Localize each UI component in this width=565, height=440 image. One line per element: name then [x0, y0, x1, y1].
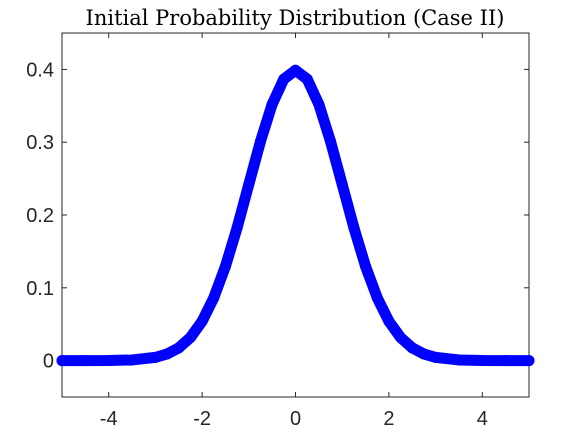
- data-point: [395, 332, 407, 344]
- data-point: [231, 222, 243, 234]
- data-point: [266, 98, 278, 110]
- data-point: [348, 222, 360, 234]
- x-tick-label: 0: [290, 408, 301, 430]
- data-point: [126, 354, 138, 366]
- data-point: [278, 73, 290, 85]
- y-tick-label: 0.2: [26, 205, 54, 227]
- data-point: [254, 135, 266, 147]
- y-tick-label: 0.3: [26, 132, 54, 154]
- data-point: [103, 355, 115, 367]
- axis-ticks: [62, 33, 529, 397]
- data-point: [371, 292, 383, 304]
- y-tick-label: 0.1: [26, 278, 54, 300]
- series-line: [56, 64, 535, 367]
- series-group: [56, 64, 535, 367]
- data-point: [219, 260, 231, 272]
- data-point: [79, 355, 91, 367]
- data-point: [406, 342, 418, 354]
- x-tick-label: 2: [383, 408, 394, 430]
- data-point: [161, 348, 173, 360]
- axis-tick-labels: -4 -2 0 2 4 0 0.1 0.2 0.3 0.4: [26, 59, 488, 430]
- data-point: [336, 178, 348, 190]
- data-point: [383, 315, 395, 327]
- data-point: [313, 98, 325, 110]
- data-point: [360, 260, 372, 272]
- data-point: [430, 351, 442, 363]
- data-point: [418, 348, 430, 360]
- data-point: [476, 355, 488, 367]
- plot-area-frame: [61, 32, 530, 398]
- data-point: [325, 135, 337, 147]
- data-point: [290, 64, 301, 76]
- data-point: [149, 351, 161, 363]
- y-tick-label: 0: [43, 351, 54, 373]
- data-point: [243, 178, 255, 190]
- data-point: [196, 315, 208, 327]
- data-point: [453, 354, 465, 366]
- data-point: [500, 355, 512, 367]
- chart-title: Initial Probability Distribution (Case I…: [86, 6, 505, 30]
- data-point: [208, 292, 220, 304]
- x-tick-label: -4: [100, 408, 118, 430]
- x-tick-label: -2: [193, 408, 211, 430]
- x-tick-label: 4: [477, 408, 488, 430]
- y-tick-label: 0.4: [26, 59, 54, 81]
- data-point: [173, 342, 185, 354]
- data-point: [56, 355, 68, 367]
- data-point: [523, 355, 535, 367]
- data-point: [301, 73, 313, 85]
- data-point: [184, 332, 196, 344]
